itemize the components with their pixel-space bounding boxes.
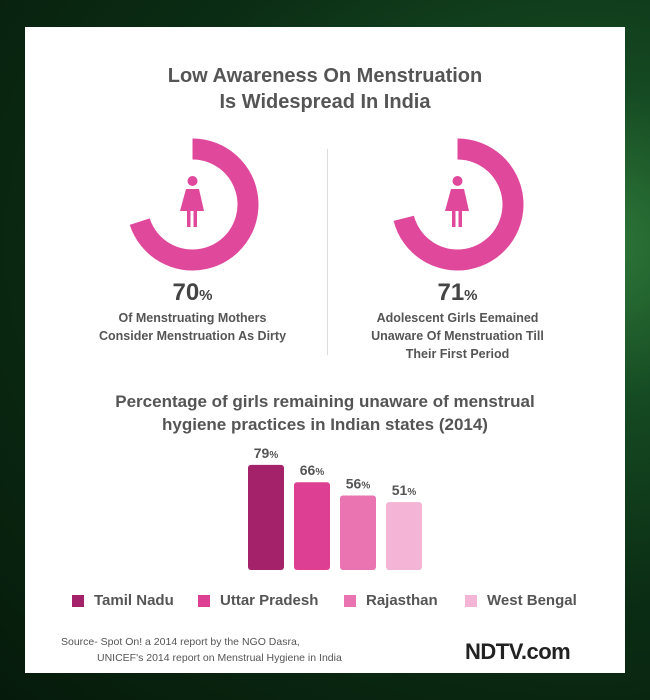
chart-title: Percentage of girls remaining unaware of… <box>115 392 535 434</box>
legend-swatch <box>465 594 477 607</box>
legend-item-west-bengal: West Bengal <box>465 592 577 609</box>
source-note: Source- Spot On! a 2014 report by the NG… <box>61 636 342 664</box>
data-label-west-bengal: 51% <box>392 482 417 498</box>
data-label-tamil-nadu: 79% <box>254 445 279 461</box>
ndtv-logo: NDTV.com <box>465 639 571 664</box>
legend-swatch <box>198 594 210 607</box>
donut-stat-mothers-arc <box>129 138 259 271</box>
legend-swatch <box>72 594 84 607</box>
infographic-card: Low Awareness On Menstruation Is Widespr… <box>25 27 625 673</box>
bar-uttar-pradesh <box>294 482 330 570</box>
woman-icon <box>180 176 204 227</box>
donut-stat-girls <box>393 138 524 271</box>
bar-rajasthan <box>340 495 376 570</box>
bar-chart: 79% 66% 56% 51% <box>248 445 422 570</box>
bar-tamil-nadu <box>248 464 284 570</box>
stat-desc-girls: Adolescent Girls Eemained Unaware Of Men… <box>371 311 544 361</box>
stat-value-mothers: 70% <box>172 279 213 306</box>
infographic-title: Low Awareness On Menstruation Is Widespr… <box>167 65 483 113</box>
bar-west-bengal <box>386 502 422 570</box>
woman-icon <box>445 176 469 227</box>
legend-item-rajasthan: Rajasthan <box>344 592 438 609</box>
legend-item-uttar-pradesh: Uttar Pradesh <box>198 592 318 609</box>
data-label-rajasthan: 56% <box>346 476 371 492</box>
donut-stat-girls-arc <box>393 138 524 271</box>
divider <box>327 149 328 355</box>
legend-swatch <box>344 594 356 607</box>
stat-value-girls: 71% <box>437 279 478 306</box>
stat-desc-mothers: Of Menstruating Mothers Consider Menstru… <box>98 311 287 343</box>
data-label-uttar-pradesh: 66% <box>300 462 325 478</box>
legend-item-tamil-nadu: Tamil Nadu <box>72 592 174 609</box>
donut-stat-mothers <box>129 138 259 271</box>
